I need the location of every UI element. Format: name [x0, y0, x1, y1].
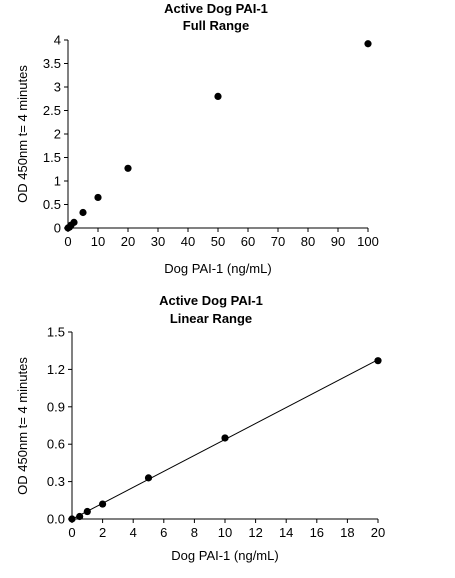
x-axis-ticks: 0 10 20 30 40 50 60 70 80 90 100 [64, 228, 379, 249]
data-point [221, 434, 229, 442]
x-tick-label: 2 [99, 525, 106, 540]
data-points [68, 357, 382, 523]
x-tick-label: 10 [91, 234, 105, 249]
x-axis-label: Dog PAI-1 (ng/mL) [164, 261, 271, 276]
data-point [68, 515, 76, 523]
data-points [64, 40, 372, 232]
x-tick-label: 60 [241, 234, 255, 249]
y-axis-ticks: 0.0 0.3 0.6 0.9 1.2 1.5 [47, 325, 72, 527]
x-tick-label: 0 [64, 234, 71, 249]
data-point [364, 40, 372, 48]
data-point [99, 500, 107, 508]
chart-title: Active Dog PAI-1 [159, 293, 263, 308]
data-point [94, 193, 102, 202]
x-tick-label: 18 [340, 525, 354, 540]
y-axis-ticks: 0 0.5 1 1.5 2 2.5 3 3.5 4 [43, 33, 68, 236]
x-tick-label: 50 [211, 234, 225, 249]
x-tick-label: 100 [357, 234, 379, 249]
y-tick-label: 0.0 [47, 512, 65, 527]
data-point [83, 507, 91, 516]
y-tick-label: 1 [54, 174, 61, 189]
chart-full-range: Active Dog PAI-1 Full Range 0 0.5 1 1.5 2 2.5… [15, 1, 379, 276]
chart-title: Active Dog PAI-1 [164, 1, 268, 16]
y-tick-label: 0.9 [47, 399, 65, 414]
data-point [70, 218, 78, 226]
y-axis-label: OD 450nm t= 4 minutes [15, 65, 30, 203]
x-tick-label: 8 [191, 525, 198, 540]
data-point [374, 357, 382, 365]
chart-subtitle: Full Range [183, 18, 249, 33]
x-tick-label: 20 [121, 234, 135, 249]
y-tick-label: 0.5 [43, 197, 61, 212]
y-tick-label: 3.5 [43, 56, 61, 71]
x-tick-label: 16 [310, 525, 324, 540]
x-tick-label: 4 [130, 525, 137, 540]
y-tick-label: 1.5 [47, 325, 65, 340]
y-tick-label: 0 [54, 221, 61, 236]
y-tick-label: 1.5 [43, 150, 61, 165]
y-tick-label: 2.5 [43, 103, 61, 118]
x-axis-ticks: 0 2 4 6 8 10 12 14 16 18 20 [68, 519, 385, 540]
data-point [124, 164, 132, 172]
y-tick-label: 4 [54, 33, 61, 48]
x-axis-label: Dog PAI-1 (ng/mL) [171, 548, 278, 563]
y-tick-label: 0.6 [47, 437, 65, 452]
data-point [144, 474, 153, 482]
x-tick-label: 80 [301, 234, 315, 249]
x-tick-label: 12 [248, 525, 262, 540]
data-point [76, 512, 84, 521]
chart-subtitle: Linear Range [170, 311, 252, 326]
data-point [79, 208, 87, 217]
y-tick-label: 0.3 [47, 474, 65, 489]
y-tick-label: 3 [54, 80, 61, 95]
x-tick-label: 90 [331, 234, 345, 249]
x-tick-label: 0 [68, 525, 75, 540]
chart-linear-range: Active Dog PAI-1 Linear Range 0.00.30.60… [15, 293, 385, 563]
x-tick-label: 70 [271, 234, 285, 249]
x-tick-label: 6 [160, 525, 167, 540]
x-tick-label: 10 [218, 525, 232, 540]
y-tick-label: 2 [54, 127, 61, 142]
y-axis-label: OD 450nm t= 4 minutes [15, 357, 30, 495]
x-tick-label: 30 [151, 234, 165, 249]
x-tick-label: 40 [181, 234, 195, 249]
x-tick-label: 20 [371, 525, 385, 540]
x-tick-label: 14 [279, 525, 293, 540]
data-point [214, 92, 222, 100]
y-tick-label: 1.2 [47, 362, 65, 377]
